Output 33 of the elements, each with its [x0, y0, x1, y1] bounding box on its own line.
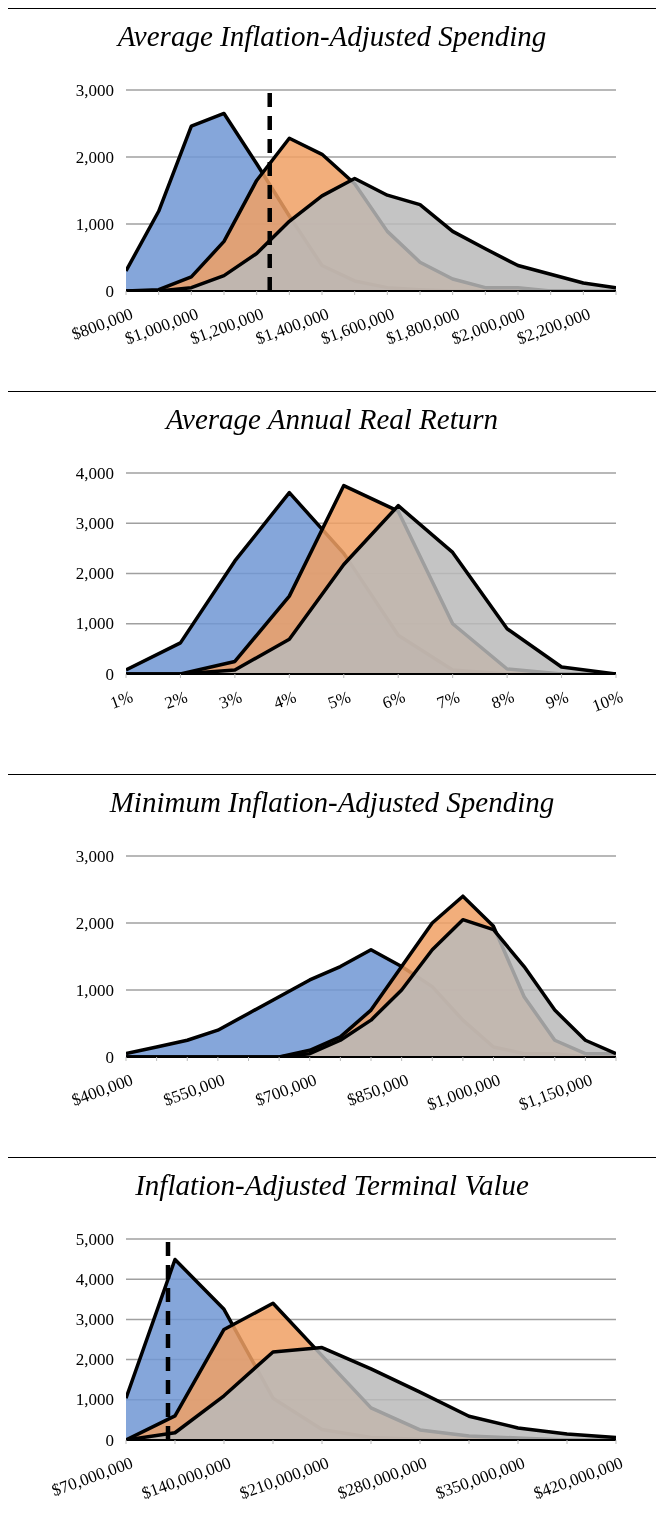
x-tick-label: 3% — [216, 687, 245, 713]
y-tick-label: 3,000 — [75, 1309, 114, 1329]
y-tick-label: 2,000 — [75, 564, 114, 583]
y-tick-label: 4,000 — [75, 1269, 114, 1289]
y-tick-label: 2,000 — [75, 913, 114, 933]
chart-title: Average Inflation-Adjusted Spending — [115, 19, 548, 54]
y-tick-label: 5,000 — [75, 1229, 114, 1249]
x-tick-label: 8% — [488, 687, 517, 713]
y-tick-label: 0 — [105, 664, 114, 684]
y-tick-label: 3,000 — [75, 80, 114, 100]
y-tick-label: 1,000 — [75, 980, 114, 1000]
x-tick-label: 10% — [589, 687, 626, 716]
y-tick-label: 4,000 — [75, 463, 114, 483]
chart-title: Average Annual Real Return — [163, 402, 500, 437]
y-tick-label: 2,000 — [75, 147, 114, 167]
y-tick-label: 0 — [105, 1047, 114, 1067]
x-tick-label: 7% — [434, 687, 463, 713]
y-tick-label: 3,000 — [75, 846, 114, 866]
y-tick-label: 0 — [105, 1430, 114, 1450]
chart-title: Inflation-Adjusted Terminal Value — [134, 1168, 530, 1203]
y-tick-label: 2,000 — [75, 1350, 114, 1370]
y-tick-label: 1,000 — [75, 214, 114, 234]
x-tick-label: 6% — [379, 687, 408, 713]
y-tick-label: 3,000 — [75, 513, 114, 533]
y-tick-label: 1,000 — [75, 614, 114, 634]
x-tick-label: 2% — [162, 687, 190, 713]
chart-title: Minimum Inflation-Adjusted Spending — [108, 785, 556, 820]
x-tick-label: 5% — [325, 687, 354, 713]
x-tick-label: 1% — [107, 687, 136, 713]
y-tick-label: 1,000 — [75, 1390, 114, 1410]
y-tick-label: 0 — [105, 281, 114, 301]
x-tick-label: 9% — [543, 687, 572, 713]
x-tick-label: 4% — [271, 687, 299, 713]
